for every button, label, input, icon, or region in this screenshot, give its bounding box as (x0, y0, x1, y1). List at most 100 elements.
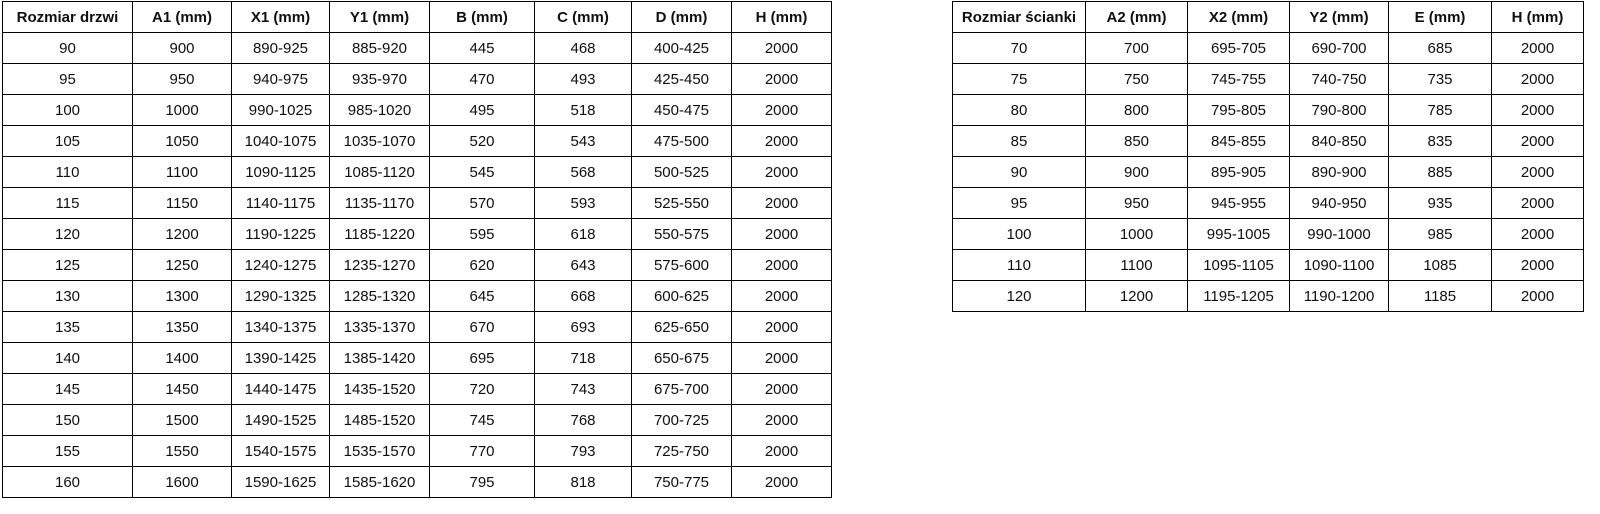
column-header: Rozmiar drzwi (2, 1, 133, 33)
column-header: Y1 (mm) (329, 1, 430, 33)
table-cell: 900 (1085, 156, 1188, 188)
table-cell: 1490-1525 (231, 404, 330, 436)
table-cell: 1440-1475 (231, 373, 330, 405)
table-row: 110 1100 1090-1125 1085-1120 545 568 500-525 20… (2, 156, 832, 188)
table-cell: 670 (429, 311, 535, 343)
table-row: 100 1000 995-1005 990-1000 985 2000 (952, 218, 1584, 250)
table-cell: 695-705 (1187, 32, 1290, 64)
column-header: H (mm) (1491, 1, 1584, 33)
table-cell: 2000 (731, 280, 832, 312)
header-row: Rozmiar ścianki A2 (mm) X2 (mm) Y2 (mm) E (m… (952, 1, 1584, 33)
table-cell: 85 (952, 125, 1086, 157)
table-cell: 785 (1388, 94, 1492, 126)
table-cell: 1240-1275 (231, 249, 330, 281)
table-cell: 2000 (731, 373, 832, 405)
table-cell: 840-850 (1289, 125, 1389, 157)
table-cell: 130 (2, 280, 133, 312)
table-row: 120 1200 1190-1225 1185-1220 595 618 550-575 20… (2, 218, 832, 250)
table-cell: 1090-1100 (1289, 249, 1389, 281)
table-cell: 725-750 (631, 435, 732, 467)
table-cell: 1235-1270 (329, 249, 430, 281)
table-cell: 890-900 (1289, 156, 1389, 188)
table-cell: 2000 (1491, 63, 1584, 95)
table-row: 120 1200 1195-1205 1190-1200 1185 2000 (952, 280, 1584, 312)
table-cell: 740-750 (1289, 63, 1389, 95)
table-cell: 935-970 (329, 63, 430, 95)
table-cell: 1385-1420 (329, 342, 430, 374)
table-cell: 115 (2, 187, 133, 219)
table-cell: 1550 (132, 435, 232, 467)
table-cell: 1195-1205 (1187, 280, 1290, 312)
table-cell: 1150 (132, 187, 232, 219)
table-cell: 900 (132, 32, 232, 64)
table-cell: 120 (2, 218, 133, 250)
header-row: Rozmiar drzwi A1 (mm) X1 (mm) Y1 (mm) B (mm)… (2, 1, 832, 33)
table-cell: 425-450 (631, 63, 732, 95)
table-cell: 1285-1320 (329, 280, 430, 312)
table-cell: 1090-1125 (231, 156, 330, 188)
table-cell: 845-855 (1187, 125, 1290, 157)
table-row: 110 1100 1095-1105 1090-1100 1085 2000 (952, 249, 1584, 281)
table-cell: 1140-1175 (231, 187, 330, 219)
table-cell: 790-800 (1289, 94, 1389, 126)
column-header: X1 (mm) (231, 1, 330, 33)
table-cell: 650-675 (631, 342, 732, 374)
table-cell: 1600 (132, 466, 232, 498)
table-cell: 700-725 (631, 404, 732, 436)
table-cell: 2000 (731, 63, 832, 95)
table-cell: 545 (429, 156, 535, 188)
table-row: 145 1450 1440-1475 1435-1520 720 743 675-700 20… (2, 373, 832, 405)
table-cell: 835 (1388, 125, 1492, 157)
table-cell: 90 (952, 156, 1086, 188)
table-cell: 2000 (1491, 187, 1584, 219)
table-cell: 1340-1375 (231, 311, 330, 343)
table-cell: 500-525 (631, 156, 732, 188)
table-cell: 850 (1085, 125, 1188, 157)
table-cell: 2000 (1491, 125, 1584, 157)
column-header: C (mm) (534, 1, 632, 33)
column-header: Rozmiar ścianki (952, 1, 1086, 33)
table-cell: 625-650 (631, 311, 732, 343)
table-cell: 110 (952, 249, 1086, 281)
table-cell: 2000 (731, 249, 832, 281)
table-cell: 985-1020 (329, 94, 430, 126)
table-cell: 895-905 (1187, 156, 1290, 188)
table-cell: 1200 (1085, 280, 1188, 312)
column-header: B (mm) (429, 1, 535, 33)
table-cell: 140 (2, 342, 133, 374)
table-cell: 120 (952, 280, 1086, 312)
column-header: Y2 (mm) (1289, 1, 1389, 33)
table-cell: 800 (1085, 94, 1188, 126)
table-cell: 2000 (1491, 94, 1584, 126)
table-cell: 890-925 (231, 32, 330, 64)
table-cell: 1190-1200 (1289, 280, 1389, 312)
table-cell: 793 (534, 435, 632, 467)
table-cell: 950 (1085, 187, 1188, 219)
table-cell: 595 (429, 218, 535, 250)
table-cell: 1390-1425 (231, 342, 330, 374)
table-cell: 693 (534, 311, 632, 343)
table-cell: 770 (429, 435, 535, 467)
table-cell: 1350 (132, 311, 232, 343)
table-cell: 2000 (731, 156, 832, 188)
table-cell: 718 (534, 342, 632, 374)
table-cell: 600-625 (631, 280, 732, 312)
table-cell: 1335-1370 (329, 311, 430, 343)
table-cell: 2000 (731, 187, 832, 219)
table-cell: 940-950 (1289, 187, 1389, 219)
table-cell: 100 (2, 94, 133, 126)
table-cell: 450-475 (631, 94, 732, 126)
table-cell: 110 (2, 156, 133, 188)
table-row: 155 1550 1540-1575 1535-1570 770 793 725-750 20… (2, 435, 832, 467)
wall-panel-size-table: Rozmiar ścianki A2 (mm) X2 (mm) Y2 (mm) E (m… (952, 1, 1584, 312)
table-row: 95 950 945-955 940-950 935 2000 (952, 187, 1584, 219)
table-cell: 520 (429, 125, 535, 157)
table-cell: 885-920 (329, 32, 430, 64)
table-cell: 1190-1225 (231, 218, 330, 250)
table-cell: 950 (132, 63, 232, 95)
table-row: 90 900 895-905 890-900 885 2000 (952, 156, 1584, 188)
table-cell: 2000 (731, 94, 832, 126)
table-cell: 750-775 (631, 466, 732, 498)
table-cell: 543 (534, 125, 632, 157)
table-row: 75 750 745-755 740-750 735 2000 (952, 63, 1584, 95)
